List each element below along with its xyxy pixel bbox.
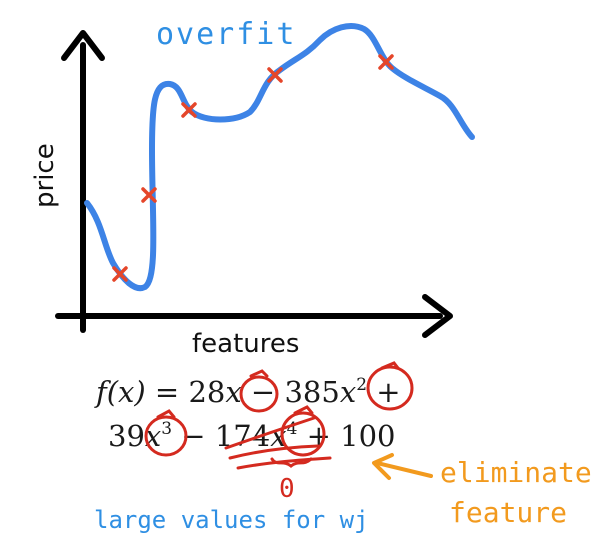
strike-line-1 xyxy=(224,416,316,450)
title-overfit: overfit xyxy=(156,17,296,52)
strike-line-3 xyxy=(236,456,332,470)
term1-variable: x xyxy=(225,375,241,409)
operator-2: + xyxy=(367,375,401,409)
data-markers xyxy=(112,54,394,282)
term3-power: 3 xyxy=(161,419,172,439)
term3-coefficient: 39 xyxy=(108,419,145,453)
circle-term2-icon xyxy=(366,361,414,411)
term2-power: 2 xyxy=(356,375,367,395)
y-axis-arrow-icon xyxy=(61,30,105,61)
term2-variable: x xyxy=(340,375,356,409)
y-axis-label: price xyxy=(30,143,60,208)
circle-term4-icon xyxy=(280,405,326,457)
data-point-marker-5 xyxy=(378,54,394,70)
underbrace-icon xyxy=(270,457,313,468)
orange-arrow-icon xyxy=(372,453,433,480)
strikethrough-term4 xyxy=(224,416,332,470)
axes xyxy=(55,30,453,338)
term1-coefficient: 28 xyxy=(188,375,225,409)
term4-power: 4 xyxy=(287,419,298,439)
zero-annotation: 0 xyxy=(279,474,295,504)
x-axis-label: features xyxy=(192,329,299,359)
operator-4-constant: + 100 xyxy=(297,419,395,453)
eliminate-label: eliminate xyxy=(440,456,592,489)
x-axis-arrow-icon xyxy=(422,294,453,338)
term2-coefficient: 385 xyxy=(284,375,339,409)
strike-line-2 xyxy=(228,444,320,460)
large-values-note: large values for wj xyxy=(94,506,369,534)
overfit-curve xyxy=(84,23,475,292)
feature-label: feature xyxy=(449,496,567,529)
data-point-marker-2 xyxy=(141,187,157,203)
data-point-marker-1 xyxy=(112,266,128,282)
equation-lhs: f(x) = xyxy=(94,375,188,409)
data-point-marker-3 xyxy=(181,102,197,118)
operator-3: − xyxy=(172,419,215,453)
circle-term3-icon xyxy=(144,409,188,457)
data-point-marker-4 xyxy=(267,67,283,83)
circle-term1-icon xyxy=(239,369,279,413)
highlight-circles xyxy=(144,361,414,457)
